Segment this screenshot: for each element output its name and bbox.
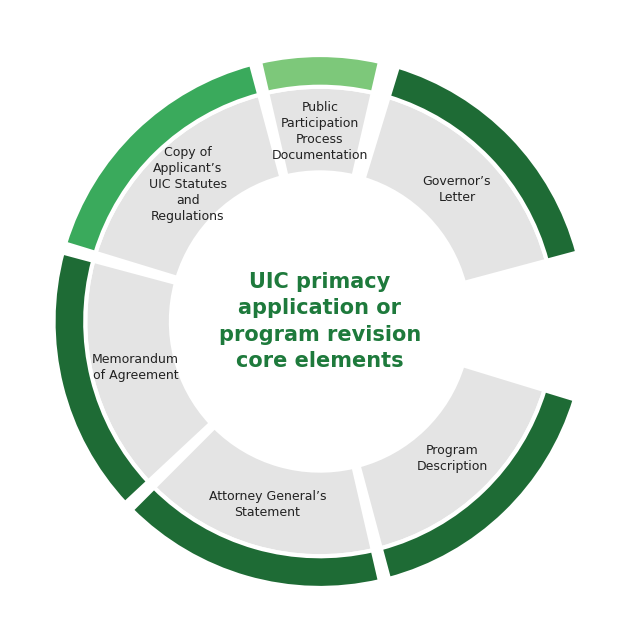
Wedge shape bbox=[388, 67, 577, 261]
Wedge shape bbox=[267, 87, 373, 176]
Wedge shape bbox=[85, 261, 211, 482]
Wedge shape bbox=[154, 427, 373, 556]
Wedge shape bbox=[95, 95, 282, 278]
Text: Memorandum
of Agreement: Memorandum of Agreement bbox=[92, 353, 179, 382]
Text: UIC primacy
application or
program revision
core elements: UIC primacy application or program revis… bbox=[219, 272, 421, 371]
Text: Attorney General’s
Statement: Attorney General’s Statement bbox=[209, 490, 326, 519]
Wedge shape bbox=[358, 365, 545, 548]
Text: Program
Description: Program Description bbox=[417, 444, 488, 473]
Wedge shape bbox=[65, 64, 259, 253]
Wedge shape bbox=[132, 487, 380, 588]
Text: Governor’s
Letter: Governor’s Letter bbox=[422, 175, 491, 204]
Text: Public
Participation
Process
Documentation: Public Participation Process Documentati… bbox=[272, 101, 368, 161]
Text: Copy of
Applicant’s
UIC Statutes
and
Regulations: Copy of Applicant’s UIC Statutes and Reg… bbox=[148, 146, 227, 223]
Wedge shape bbox=[364, 97, 547, 283]
Wedge shape bbox=[260, 55, 380, 93]
Wedge shape bbox=[381, 390, 575, 579]
Wedge shape bbox=[54, 253, 148, 503]
